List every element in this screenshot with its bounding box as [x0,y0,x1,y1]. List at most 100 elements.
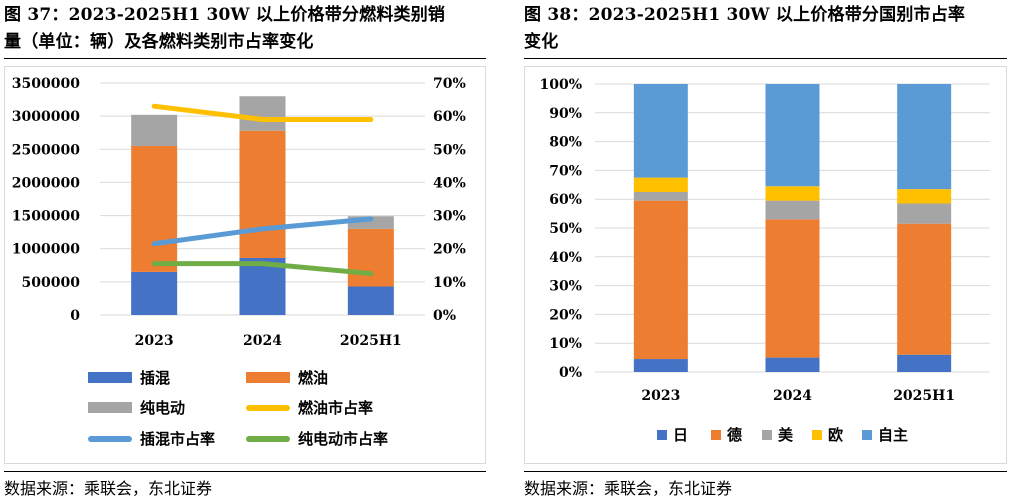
left-y-tick-label: 2000000 [12,175,80,191]
bar-phev-2023 [131,271,178,315]
bar-jp-2023 [633,359,688,372]
bar-eu-2024 [765,186,820,201]
left-y-tick-label: 3000000 [12,109,80,125]
bar-ice-2023 [131,145,178,272]
right-y-tick-label: 30% [433,209,466,225]
right-y-tick-label: 50% [433,142,466,158]
y-tick-label: 90% [549,106,582,122]
share-line-bev [151,261,374,277]
bar-domestic-2023 [633,84,688,178]
left-source-rule [4,471,486,472]
legend-item: 纯电动 [88,397,185,418]
legend-label: 美 [778,426,794,444]
y-tick-label: 30% [549,279,582,295]
legend-item: 自主 [862,424,908,445]
legend-item: 德 [711,424,742,445]
x-tick-label: 2024 [243,333,282,349]
y-tick-label: 70% [549,163,582,179]
y-tick-label: 60% [549,192,582,208]
legend-swatch [246,404,290,411]
bar-de-2024 [765,219,820,358]
bar-us-2024 [765,200,820,220]
left-y-tick-label: 500000 [22,275,81,291]
left-chart-area: 0 500000 1000000 1500000 2000000 2500000 30000… [4,66,486,464]
right-y-tick-label: 0% [433,308,456,324]
bar-jp-2024 [765,357,820,372]
legend-label: 燃油市占率 [298,399,374,417]
legend-label: 插混 [140,369,171,387]
legend-label: 纯电动 [140,399,186,417]
right-figure: 图 38：2023-2025H1 30W 以上价格带分国别市占率 变化 0% 10… [520,0,1011,499]
y-tick-label: 0% [559,365,582,381]
legend-swatch [88,435,132,442]
left-y-tick-label: 1500000 [12,209,80,225]
x-tick-label: 2025H1 [340,333,402,349]
legend-label: 欧 [828,426,844,444]
legend-swatch [246,435,290,442]
legend-label: 德 [727,426,743,444]
legend-label: 纯电动市占率 [298,430,389,448]
right-y-tick-label: 20% [433,242,466,258]
bar-eu-2025h1 [897,189,952,204]
legend-swatch [657,429,667,440]
legend-item: 日 [657,424,688,445]
bar-jp-2025h1 [897,354,952,372]
left-y-tick-label: 1000000 [12,242,80,258]
right-source: 数据来源：乘联会，东北证券 [524,479,733,498]
left-title-rule [4,58,486,59]
legend-item: 纯电动市占率 [246,428,388,449]
legend-swatch [711,429,721,440]
x-tick-label: 2023 [641,388,680,404]
legend-label: 燃油 [298,369,329,387]
bar-us-2023 [633,192,688,201]
left-source: 数据来源：乘联会，东北证券 [4,479,213,498]
bar-us-2025h1 [897,203,952,224]
legend-item: 燃油市占率 [246,397,373,418]
bar-eu-2023 [633,177,688,192]
x-tick-label: 2025H1 [893,388,955,404]
share-line-ice [151,103,374,122]
right-y-tick-label: 40% [433,175,466,191]
legend-swatch [88,402,132,413]
y-tick-label: 20% [549,307,582,323]
right-chart-area: 0% 10% 20% 30% 40% 50% 60% 70% 80% 90% 100% 2023 202… [524,66,1007,464]
left-figure-title: 图 37：2023-2025H1 30W 以上价格带分燃料类别销 量（单位：辆）… [4,2,445,56]
right-source-rule [524,471,1007,472]
bar-ice-2024 [239,130,286,258]
legend-swatch [812,429,822,440]
right-title-rule [524,58,1007,59]
bar-phev-2025h1 [347,286,394,315]
left-chart: 0 500000 1000000 1500000 2000000 2500000 30000… [12,76,466,349]
bar-de-2023 [633,200,688,360]
y-tick-label: 100% [539,77,582,93]
bar-de-2025h1 [897,223,952,355]
legend-item: 欧 [812,424,843,445]
bar-bev-2024 [239,96,286,131]
bar-ice-2025h1 [347,228,394,287]
x-tick-label: 2023 [135,333,174,349]
right-y-tick-label: 70% [433,76,466,92]
legend-item: 插混 [88,367,170,388]
legend-swatch [88,372,132,383]
bar-bev-2023 [131,114,178,146]
right-title-line1: 图 38：2023-2025H1 30W 以上价格带分国别市占率 [524,5,966,25]
legend-label: 插混市占率 [140,430,216,448]
left-y-tick-label: 3500000 [12,76,80,92]
x-tick-label: 2024 [773,388,812,404]
left-figure: 图 37：2023-2025H1 30W 以上价格带分燃料类别销 量（单位：辆）… [0,0,490,499]
y-tick-label: 80% [549,135,582,151]
y-tick-label: 50% [549,221,582,237]
right-y-tick-label: 60% [433,109,466,125]
y-tick-label: 40% [549,250,582,266]
legend-swatch [246,372,290,383]
bar-domestic-2025h1 [897,84,952,190]
right-figure-title: 图 38：2023-2025H1 30W 以上价格带分国别市占率 变化 [524,2,965,56]
y-tick-label: 10% [549,336,582,352]
legend-item: 燃油 [246,367,328,388]
left-title-line1: 图 37：2023-2025H1 30W 以上价格带分燃料类别销 [4,5,446,25]
legend-label: 日 [673,426,689,444]
legend-swatch [862,429,872,440]
bar-domestic-2024 [765,84,820,187]
left-y-tick-label: 2500000 [12,142,80,158]
left-y-tick-label: 0 [70,308,80,324]
